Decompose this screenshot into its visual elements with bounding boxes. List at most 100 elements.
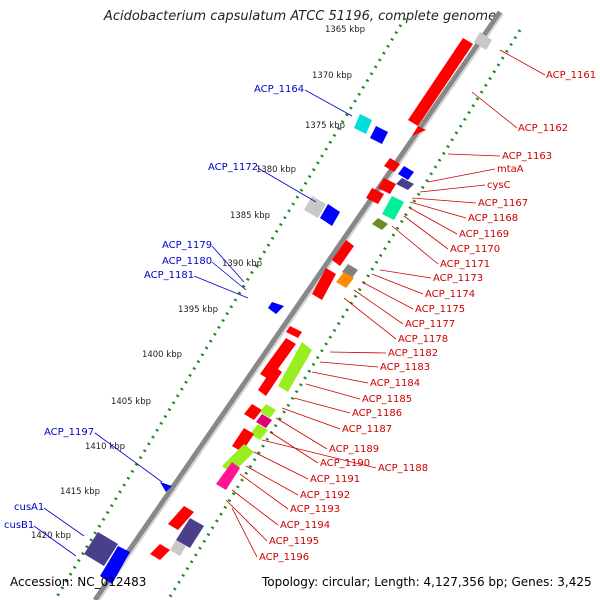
forward-gene-leader: [471, 91, 518, 129]
reverse-gene-label: ACP_1197: [44, 427, 94, 438]
forward-gene-label: ACP_1184: [370, 378, 420, 389]
forward-gene-leader: [275, 417, 328, 450]
gene-block-1193: [176, 518, 204, 548]
forward-gene-label: mtaA: [497, 164, 524, 175]
forward-gene-label: ACP_1194: [280, 520, 330, 531]
forward-gene-leader: [403, 215, 449, 250]
forward-gene-label: ACP_1186: [352, 408, 402, 419]
forward-gene-label: cysC: [487, 180, 511, 191]
reverse-gene-leader: [304, 89, 353, 117]
forward-gene-leader: [353, 289, 404, 325]
forward-gene-label: ACP_1196: [259, 552, 309, 563]
scale-tick-label: 1420 kbp: [31, 531, 71, 541]
gene-arrow-1179: [268, 302, 284, 314]
gene-block-1186: [244, 404, 262, 420]
scale-tick-label: 1415 kbp: [60, 487, 100, 497]
forward-gene-leader: [319, 361, 379, 368]
forward-gene-label: ACP_1195: [269, 536, 319, 547]
scale-tick-label: 1380 kbp: [256, 165, 296, 175]
forward-gene-leader: [239, 473, 289, 510]
scale-tick-label: 1385 kbp: [230, 211, 270, 221]
gene-block-cusB1: [100, 546, 130, 584]
forward-gene-leader: [409, 201, 467, 219]
outer-tick-track: [53, 17, 407, 600]
forward-gene-label: ACP_1177: [405, 319, 455, 330]
forward-gene-label: ACP_1175: [415, 304, 465, 315]
forward-gene-leader: [361, 281, 414, 310]
gene-arrow-1197: [160, 482, 172, 492]
gene-block-1172: [304, 196, 326, 218]
reverse-gene-leader: [257, 167, 317, 203]
reverse-gene-label: ACP_1181: [144, 270, 194, 281]
gene-block-1190: [232, 428, 254, 452]
gene-block-1185: [260, 404, 276, 418]
scale-tick-label: 1400 kbp: [142, 350, 182, 360]
forward-gene-label: ACP_1167: [478, 198, 528, 209]
forward-gene-label: ACP_1190: [320, 458, 370, 469]
reverse-gene-leader: [211, 245, 245, 283]
gene-block-1164: [354, 114, 372, 134]
scale-tick-label: 1375 kbp: [305, 121, 345, 131]
forward-gene-label: ACP_1182: [388, 348, 438, 359]
forward-gene-label: ACP_1187: [342, 424, 392, 435]
forward-gene-leader: [447, 153, 501, 157]
forward-gene-labels: ACP_1161 ACP_1162 ACP_1163 mtaA cysC ACP_1167…: [225, 49, 596, 563]
gene-block-1189: [250, 424, 268, 440]
gene-block-1195: [170, 540, 186, 556]
forward-gene-label: ACP_1173: [433, 273, 483, 284]
gene-block-cysC: [396, 178, 414, 190]
gene-block-1161: [408, 38, 473, 126]
forward-gene-leader: [293, 397, 351, 414]
forward-gene-label: ACP_1162: [518, 123, 568, 134]
forward-gene-leader: [225, 499, 268, 542]
gene-features: [84, 32, 492, 584]
gene-arrow-1178: [286, 326, 302, 338]
reverse-gene-leader: [43, 507, 85, 537]
inner-tick-track: [166, 29, 522, 600]
forward-gene-leader: [411, 197, 477, 204]
scale-tick-label: 1395 kbp: [178, 305, 218, 315]
scale-tick-label: 1410 kbp: [85, 442, 125, 452]
gene-block-1194: [168, 506, 194, 530]
reverse-gene-label: ACP_1179: [162, 240, 212, 251]
gene-block-1173: [332, 240, 354, 266]
gene-block-1184: [258, 366, 282, 396]
reverse-gene-leader: [211, 261, 247, 291]
forward-gene-label: ACP_1171: [440, 259, 490, 270]
gene-block-1171: [372, 218, 388, 230]
forward-gene-label: ACP_1193: [290, 504, 340, 515]
reverse-gene-label: ACP_1180: [162, 256, 212, 267]
gene-block-1196: [150, 544, 170, 560]
forward-gene-label: ACP_1188: [378, 463, 428, 474]
gene-block-1183: [278, 342, 312, 392]
reverse-gene-label: cusB1: [4, 520, 34, 531]
accession-text: Accession: NC_012483: [10, 575, 147, 589]
forward-gene-leader: [379, 269, 432, 279]
forward-gene-label: ACP_1178: [398, 334, 448, 345]
forward-gene-leader: [391, 225, 439, 265]
gene-block-1167: [366, 188, 384, 204]
forward-gene-leader: [253, 451, 309, 480]
reverse-gene-label: ACP_1172: [208, 162, 258, 173]
scale-tick-label: 1370 kbp: [312, 71, 352, 81]
scale-ticks: 1365 kbp 1370 kbp 1375 kbp 1380 kbp 1385 kbp…: [31, 25, 365, 541]
forward-gene-label: ACP_1168: [468, 213, 518, 224]
gene-block-1174: [342, 264, 358, 278]
forward-gene-leader: [261, 439, 377, 469]
gene-block-1170: [382, 196, 404, 220]
forward-gene-leader: [371, 273, 424, 295]
scale-tick-label: 1390 kbp: [222, 259, 262, 269]
forward-gene-label: ACP_1183: [380, 362, 430, 373]
gene-block-cusA1: [84, 532, 118, 566]
gene-block-1182: [260, 338, 296, 380]
scale-tick-label: 1405 kbp: [111, 397, 151, 407]
gene-block-1172b: [320, 204, 340, 226]
forward-gene-label: ACP_1163: [502, 151, 552, 162]
map-title: Acidobacterium capsulatum ATCC 51196, co…: [103, 9, 497, 24]
backbone-highlight: [98, 13, 504, 600]
scale-tick-label: 1365 kbp: [325, 25, 365, 35]
gene-block-1187: [256, 414, 272, 428]
gene-block-1164b: [370, 126, 388, 144]
forward-gene-leader: [427, 168, 496, 183]
forward-gene-leader: [343, 297, 397, 340]
